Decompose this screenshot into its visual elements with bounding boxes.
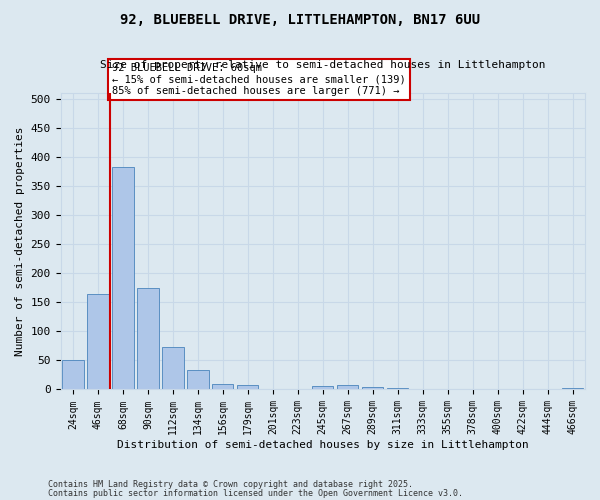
- Bar: [412, 389, 433, 390]
- Bar: [212, 384, 233, 390]
- Text: 92 BLUEBELL DRIVE: 60sqm
← 15% of semi-detached houses are smaller (139)
85% of : 92 BLUEBELL DRIVE: 60sqm ← 15% of semi-d…: [112, 62, 406, 96]
- Bar: [237, 386, 259, 390]
- Bar: [562, 388, 583, 390]
- Text: Contains public sector information licensed under the Open Government Licence v3: Contains public sector information licen…: [48, 489, 463, 498]
- Text: Contains HM Land Registry data © Crown copyright and database right 2025.: Contains HM Land Registry data © Crown c…: [48, 480, 413, 489]
- Bar: [312, 386, 334, 390]
- Y-axis label: Number of semi-detached properties: Number of semi-detached properties: [15, 126, 25, 356]
- Text: 92, BLUEBELL DRIVE, LITTLEHAMPTON, BN17 6UU: 92, BLUEBELL DRIVE, LITTLEHAMPTON, BN17 …: [120, 12, 480, 26]
- Bar: [112, 167, 134, 390]
- Bar: [387, 388, 409, 390]
- Bar: [163, 347, 184, 390]
- Bar: [337, 385, 358, 390]
- X-axis label: Distribution of semi-detached houses by size in Littlehampton: Distribution of semi-detached houses by …: [117, 440, 529, 450]
- Bar: [137, 288, 158, 390]
- Bar: [88, 294, 109, 390]
- Title: Size of property relative to semi-detached houses in Littlehampton: Size of property relative to semi-detach…: [100, 60, 545, 70]
- Bar: [362, 387, 383, 390]
- Bar: [262, 389, 283, 390]
- Bar: [62, 360, 83, 390]
- Bar: [187, 370, 209, 390]
